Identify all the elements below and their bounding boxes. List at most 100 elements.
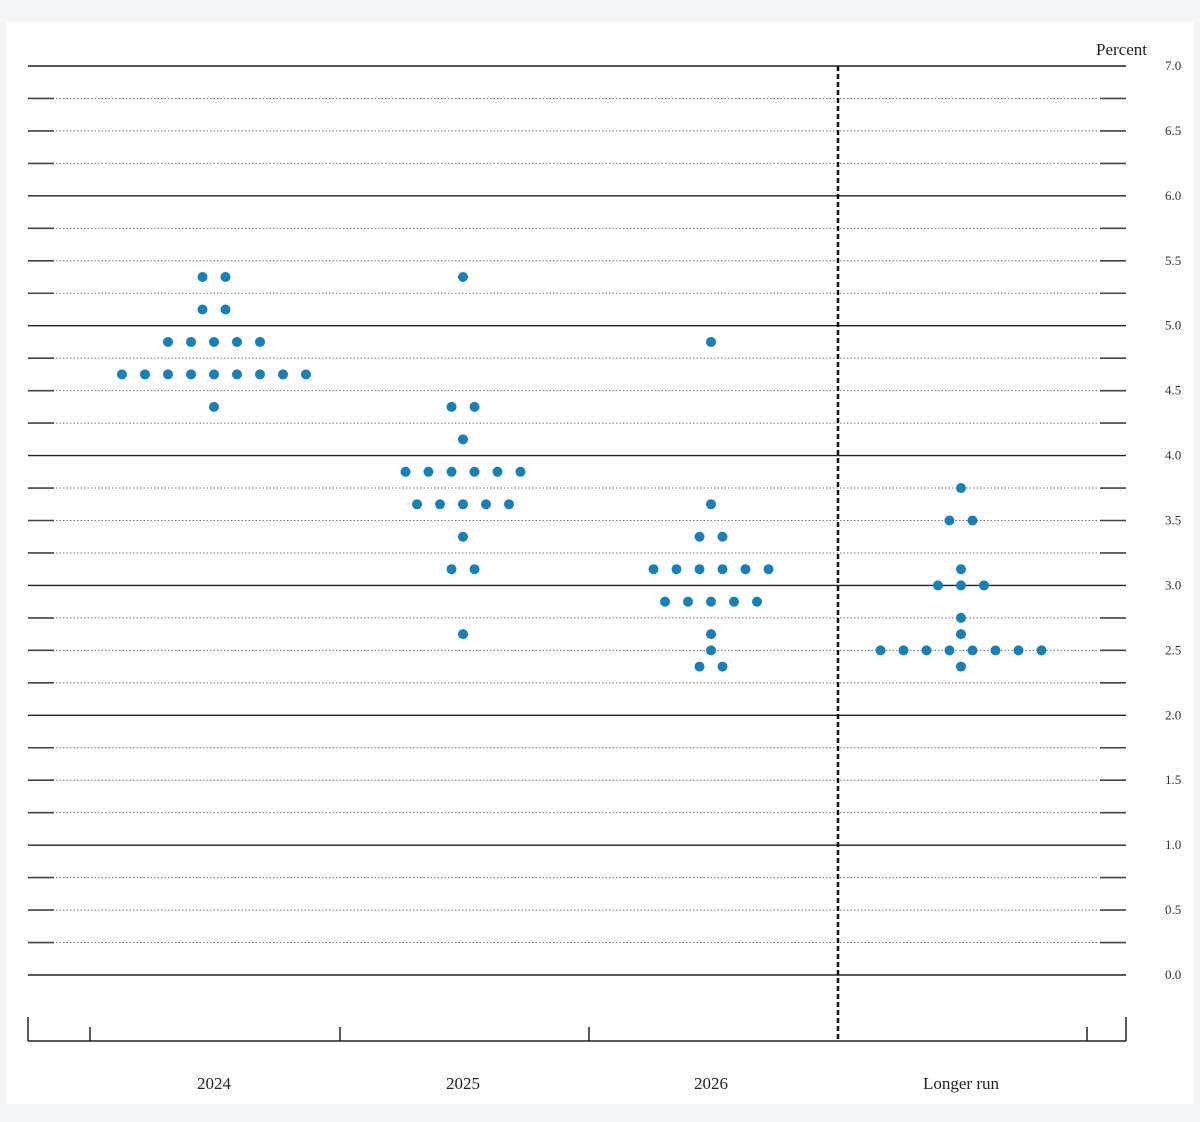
y-tick-label: 2.5 (1165, 642, 1181, 657)
projection-dot (956, 629, 966, 640)
gridlines (28, 65, 1126, 976)
projection-dot (232, 336, 242, 347)
projection-dot (469, 564, 480, 575)
projection-dot (648, 564, 659, 575)
x-axis (27, 1017, 1127, 1042)
projection-dot (412, 499, 422, 510)
y-tick-label: 0.5 (1165, 902, 1181, 917)
projection-dot (752, 596, 762, 607)
projection-dot (220, 304, 231, 315)
projection-dot (301, 369, 311, 380)
projection-dot (209, 401, 219, 412)
projection-dot (933, 580, 943, 591)
projection-dot (956, 580, 966, 591)
projection-dot (186, 369, 196, 380)
projection-dot (117, 369, 127, 380)
projection-dot (921, 645, 932, 656)
projection-dot (446, 564, 457, 575)
projection-dot (717, 564, 728, 575)
y-tick-label: 0.0 (1165, 967, 1181, 982)
projection-dot (232, 369, 242, 380)
projection-dot (763, 564, 774, 575)
chart-frame: 0.0 0.5 1.0 1.5 2.0 2.5 3.0 3.5 4.0 4.5 5.0 5.5 6.0 6… (6, 22, 1194, 1104)
projection-dot (504, 499, 514, 510)
x-axis-category-labels: 2024 2025 2026 Longer run (197, 1074, 999, 1093)
projection-dot (469, 401, 480, 412)
projection-dot (458, 272, 468, 283)
projection-dot (706, 629, 716, 640)
projection-dot (740, 564, 751, 575)
projection-dot (967, 645, 978, 656)
y-tick-label: 3.5 (1165, 513, 1181, 528)
projection-dot (255, 369, 265, 380)
projection-dot (717, 531, 728, 542)
projection-dot (898, 645, 909, 656)
projection-dot (1036, 645, 1047, 656)
projection-dot (979, 580, 989, 591)
projection-dot (197, 272, 208, 283)
y-tick-label: 5.5 (1165, 253, 1181, 268)
projection-dot (694, 661, 705, 672)
y-axis-tick-labels: 0.0 0.5 1.0 1.5 2.0 2.5 3.0 3.5 4.0 4.5 5.0 5.5 6.0 6… (1165, 58, 1181, 982)
projection-dot (956, 661, 966, 672)
projection-dot (481, 499, 491, 510)
projection-dot (706, 499, 716, 510)
projection-dot (956, 564, 966, 575)
projection-dot (671, 564, 682, 575)
projection-dots (117, 272, 1047, 672)
y-tick-label: 7.0 (1165, 58, 1181, 73)
x-category-label: 2024 (197, 1074, 232, 1093)
dot-plot-chart: 0.0 0.5 1.0 1.5 2.0 2.5 3.0 3.5 4.0 4.5 5.0 5.5 6.0 6… (27, 40, 1181, 1093)
y-tick-label: 1.0 (1165, 837, 1181, 852)
projection-dot (458, 434, 468, 445)
projection-dot (660, 596, 670, 607)
projection-dot (458, 629, 468, 640)
y-unit-label: Percent (1096, 40, 1147, 59)
x-category-label: Longer run (923, 1074, 1000, 1093)
projection-dot (220, 272, 231, 283)
projection-dot (683, 596, 693, 607)
projection-dot (694, 564, 705, 575)
y-tick-label: 6.0 (1165, 188, 1181, 203)
projection-dot (706, 596, 716, 607)
projection-dot (435, 499, 445, 510)
projection-dot (209, 369, 219, 380)
y-tick-label: 3.0 (1165, 577, 1181, 592)
projection-dot (717, 661, 728, 672)
projection-dot (875, 645, 886, 656)
projection-dot (163, 336, 173, 347)
projection-dot (400, 466, 411, 477)
projection-dot (967, 515, 978, 526)
projection-dot (990, 645, 1001, 656)
y-tick-label: 5.0 (1165, 318, 1181, 333)
projection-dot (140, 369, 150, 380)
projection-dot (209, 336, 219, 347)
projection-dot (694, 531, 705, 542)
projection-dot (1013, 645, 1024, 656)
projection-dot (515, 466, 526, 477)
projection-dot (446, 401, 457, 412)
y-tick-label: 4.5 (1165, 383, 1181, 398)
projection-dot (492, 466, 503, 477)
y-tick-label: 2.0 (1165, 707, 1181, 722)
x-category-label: 2026 (694, 1074, 728, 1093)
projection-dot (278, 369, 288, 380)
projection-dot (197, 304, 208, 315)
projection-dot (163, 369, 173, 380)
y-tick-label: 4.0 (1165, 448, 1181, 463)
projection-dot (469, 466, 480, 477)
y-tick-label: 6.5 (1165, 123, 1181, 138)
projection-dot (956, 612, 966, 623)
x-category-label: 2025 (446, 1074, 480, 1093)
projection-dot (956, 483, 966, 494)
projection-dot (423, 466, 434, 477)
projection-dot (458, 531, 468, 542)
projection-dot (729, 596, 739, 607)
projection-dot (186, 336, 196, 347)
projection-dot (458, 499, 468, 510)
projection-dot (944, 645, 955, 656)
projection-dot (944, 515, 955, 526)
projection-dot (706, 645, 716, 656)
y-tick-label: 1.5 (1165, 772, 1181, 787)
projection-dot (255, 336, 265, 347)
